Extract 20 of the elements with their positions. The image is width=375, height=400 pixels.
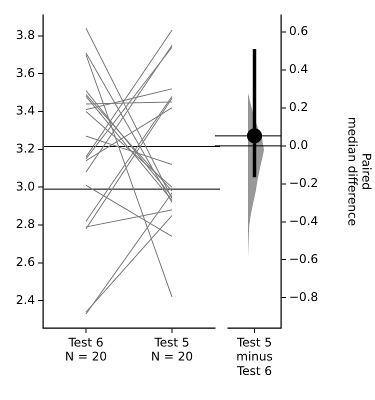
y-tick-label: 2.4	[16, 292, 35, 307]
y-tick-label: 2.6	[16, 255, 35, 270]
y-tick-label: 3.6	[16, 66, 35, 80]
y-tick-label: 0.6	[289, 24, 308, 38]
y-tick-label: 0.2	[289, 100, 308, 114]
y-tick-label: −0.4	[289, 214, 318, 228]
y-tick-label: 3.8	[16, 28, 35, 42]
y-tick-label: 3.2	[16, 141, 35, 156]
y-tick-label: 3.0	[16, 179, 35, 194]
x-tick-label: Test 5 N = 20	[151, 335, 193, 364]
y-axis-title: Paired median difference	[345, 116, 374, 226]
y-tick-label: −0.6	[289, 252, 318, 266]
y-tick-label: 0.4	[289, 62, 308, 76]
x-tick-label: Test 5 minus Test 6	[236, 335, 273, 378]
y-tick-label: −0.2	[289, 176, 318, 190]
y-tick-label: 2.8	[16, 217, 35, 232]
y-tick-label: 0.0	[289, 138, 308, 152]
y-tick-label: 3.4	[16, 104, 35, 118]
x-tick-label: Test 6 N = 20	[65, 335, 107, 364]
y-tick-label: −0.8	[289, 290, 318, 304]
